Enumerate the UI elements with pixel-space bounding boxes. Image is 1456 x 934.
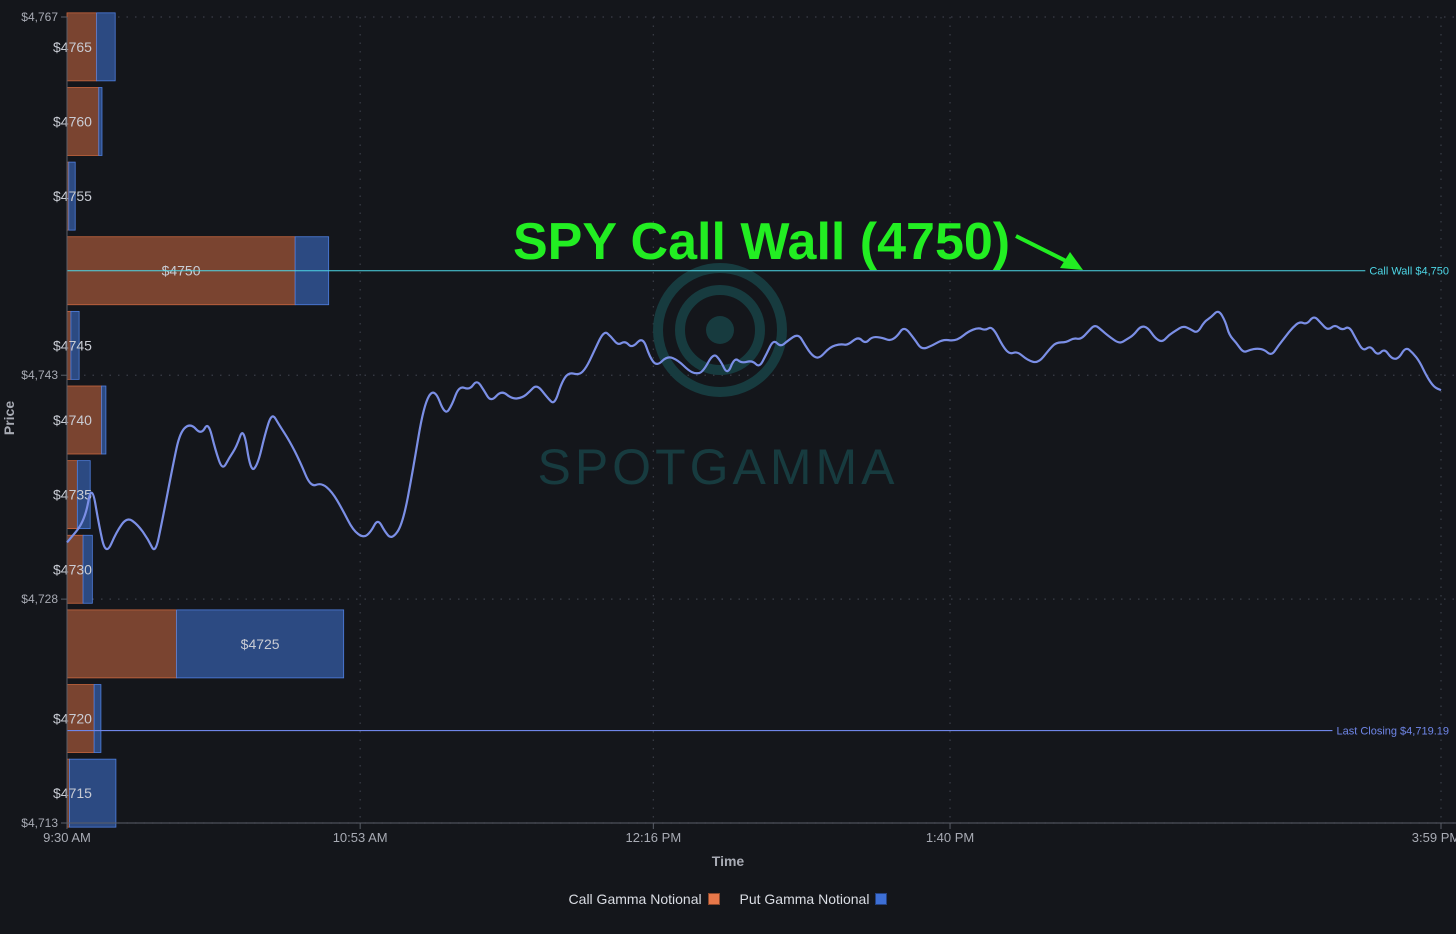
put-gamma-bar (98, 87, 103, 156)
reference-label-bg (1332, 724, 1451, 739)
legend-label-put: Put Gamma Notional (739, 891, 870, 907)
legend-item-put[interactable]: Put Gamma Notional (740, 891, 888, 907)
call-gamma-bar (66, 12, 98, 82)
y-tick-label: $4,767 (21, 10, 58, 24)
annotation-arrow (1015, 234, 1083, 270)
strike-label: $4760 (53, 113, 92, 129)
strike-label: $4720 (53, 711, 92, 727)
strike-label: $4745 (53, 337, 92, 353)
put-gamma-bar (176, 609, 345, 679)
x-tick-label: 9:30 AM (43, 830, 91, 845)
chart-legend: Call Gamma Notional Put Gamma Notional (0, 891, 1456, 907)
price-line (66, 310, 1442, 551)
put-gamma-bar (69, 758, 117, 828)
reference-label: Call Wall $4,750 (1369, 266, 1449, 278)
x-axis-label: Time (711, 853, 745, 869)
strike-label: $4735 (53, 487, 92, 503)
put-gamma-bar (82, 534, 93, 604)
gamma-bars: $4765$4760$4755$4750$4745$4740$4735$4730… (53, 12, 345, 828)
arrow-head (1060, 252, 1083, 270)
put-gamma-bar (101, 385, 107, 455)
reference-lines: Call Wall $4,750 Last Closing $4,719.19 (67, 264, 1451, 739)
y-tick-label: $4,743 (21, 368, 58, 382)
spotgamma-watermark: SPOTGAMMA (537, 263, 898, 495)
y-tick-label: $4,713 (21, 816, 58, 830)
x-tick-label: 10:53 AM (333, 830, 388, 845)
x-tick-label: 12:16 PM (626, 830, 682, 845)
watermark-ring-outer (653, 263, 787, 397)
strike-label: $4765 (53, 39, 92, 55)
strike-label: $4740 (53, 412, 92, 428)
put-gamma-bar (70, 310, 80, 380)
strike-label: $4725 (241, 636, 280, 652)
watermark-core (706, 316, 734, 344)
price-series (66, 310, 1442, 551)
x-tick-label: 3:59 PM (1412, 830, 1456, 845)
call-gamma-bar (66, 385, 103, 455)
legend-swatch-put (875, 893, 888, 905)
x-tick-label: 1:40 PM (926, 830, 974, 845)
put-gamma-bar (96, 12, 116, 82)
call-gamma-bar (66, 87, 100, 156)
strike-label: $4715 (53, 785, 92, 801)
call-wall-annotation: SPY Call Wall (4750) (513, 213, 1011, 271)
legend-label-call: Call Gamma Notional (568, 891, 702, 907)
strike-label: $4730 (53, 561, 92, 577)
arrow-shaft (1015, 234, 1071, 265)
legend-item-call[interactable]: Call Gamma Notional (569, 891, 720, 907)
y-axis-label: Price (1, 400, 18, 436)
reference-label: Last Closing $4,719.19 (1336, 726, 1449, 738)
y-tick-label: $4,728 (21, 592, 58, 606)
put-gamma-bar (93, 684, 102, 753)
watermark-ring-inner (675, 285, 765, 375)
call-gamma-bar (66, 609, 177, 679)
legend-swatch-call (707, 893, 720, 905)
strike-label: $4755 (53, 188, 92, 204)
put-gamma-bar (68, 161, 76, 231)
watermark-text: SPOTGAMMA (537, 439, 898, 495)
reference-label-bg (1365, 264, 1451, 279)
